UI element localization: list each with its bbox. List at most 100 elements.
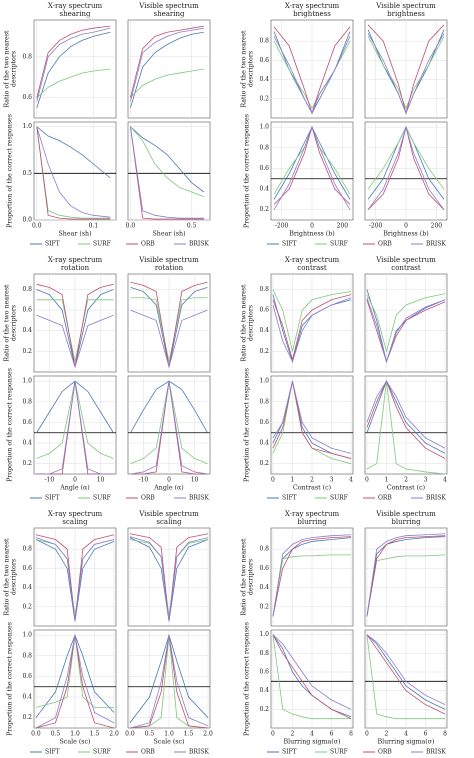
legend-label: BRISK xyxy=(426,241,446,248)
y-tick-label: 1.0 xyxy=(22,123,32,130)
series-line xyxy=(367,125,445,210)
y-axis-label: Ratio of the two nearest xyxy=(241,284,248,362)
series-line xyxy=(272,297,352,363)
y-tick-label: 0.8 xyxy=(22,546,32,553)
y-tick-label: 0.6 xyxy=(259,57,269,64)
y-tick-label: 1.0 xyxy=(22,632,32,639)
x-tick-label: 2 xyxy=(291,731,295,738)
series-line xyxy=(366,297,446,364)
y-tick-label: 0.8 xyxy=(22,286,32,293)
y-tick-label: 0.6 xyxy=(259,419,269,426)
x-axis-label: Shear (sh) xyxy=(58,231,91,238)
legend-label: ORB xyxy=(141,749,155,756)
y-tick-label: 0.6 xyxy=(22,673,32,680)
y-axis-label: Proportion of the correct responses xyxy=(7,368,14,482)
y-axis-label: Ratio of the two nearest xyxy=(4,30,11,108)
series-line xyxy=(366,299,446,363)
x-tick-label: 4 xyxy=(404,731,408,738)
x-axis-label: Shear (sh) xyxy=(152,231,185,238)
y-tick-label: 0.4 xyxy=(259,327,269,334)
legend-label: SIFT xyxy=(45,495,60,502)
y-tick-label: 0.8 xyxy=(259,144,269,151)
x-tick-label: -200 xyxy=(275,223,289,230)
x-tick-label: 8 xyxy=(349,731,353,738)
y-tick-label: 0.4 xyxy=(259,440,269,447)
x-tick-label: 4 xyxy=(310,731,314,738)
x-axis-label: Contrast (c) xyxy=(387,485,425,492)
y-tick-label: 0.6 xyxy=(22,565,32,572)
x-tick-label: 0.5 xyxy=(187,223,197,230)
x-tick-label: 1 xyxy=(385,477,389,484)
x-axis-label: Scale (sc) xyxy=(153,739,184,746)
series-line xyxy=(366,293,446,353)
plot-area xyxy=(33,121,117,221)
series-line xyxy=(130,297,208,362)
y-tick-label: 0.6 xyxy=(22,307,32,314)
series-line xyxy=(366,289,446,364)
panel-title: scaling xyxy=(156,518,182,526)
panel-title: blurring xyxy=(391,518,421,526)
y-axis-label: Proportion of the correct responses xyxy=(7,622,14,736)
panel-title: Visible spectrum xyxy=(138,2,199,10)
x-axis-label: Blurring sigma(σ) xyxy=(377,739,434,746)
x-tick-label: 1.5 xyxy=(90,731,100,738)
x-tick-label: 6 xyxy=(424,731,428,738)
x-axis-label: Blurring sigma(σ) xyxy=(283,739,340,746)
x-axis-label: Brightness (b) xyxy=(289,231,334,238)
legend-label: SIFT xyxy=(282,495,297,502)
legend-label: SIFT xyxy=(282,749,297,756)
y-tick-label: 0.4 xyxy=(259,584,269,591)
x-tick-label: 0.0 xyxy=(125,731,135,738)
series-line xyxy=(36,31,111,108)
legend-label: BRISK xyxy=(426,495,446,502)
series-line xyxy=(36,126,111,219)
panel-title: Visible spectrum xyxy=(138,510,199,518)
panel-title: X-ray spectrum xyxy=(285,2,340,10)
y-axis-label: Proportion of the correct responses xyxy=(244,622,251,736)
y-tick-label: 0.2 xyxy=(259,95,269,102)
y-tick-label: 0.2 xyxy=(22,348,32,355)
y-tick-label: 0.4 xyxy=(22,327,32,334)
x-tick-label: 2 xyxy=(404,477,408,484)
legend-label: BRISK xyxy=(189,495,209,502)
y-tick-label: 0.4 xyxy=(259,76,269,83)
y-tick-label: 0.6 xyxy=(22,94,32,101)
series-line xyxy=(130,68,204,98)
series-line xyxy=(366,634,446,706)
panel-title: X-ray spectrum xyxy=(48,510,103,518)
series-line xyxy=(367,36,445,110)
y-tick-label: 0.4 xyxy=(22,694,32,701)
series-line xyxy=(366,380,446,449)
x-tick-label: 4 xyxy=(443,477,447,484)
panel-title: Visible spectrum xyxy=(375,256,436,264)
series-line xyxy=(36,126,111,218)
y-tick-label: 0.4 xyxy=(259,687,269,694)
panel-title: Visible spectrum xyxy=(375,2,436,10)
x-tick-label: 200 xyxy=(431,223,443,230)
legend-label: SURF xyxy=(330,241,348,248)
x-tick-label: 0.0 xyxy=(32,223,42,230)
series-line xyxy=(367,33,445,115)
series-line xyxy=(130,309,208,369)
x-tick-label: 1.0 xyxy=(164,731,174,738)
y-tick-label: 0.8 xyxy=(259,546,269,553)
panel-title: Visible spectrum xyxy=(138,256,199,264)
legend-label: SURF xyxy=(93,241,111,248)
series-line xyxy=(129,536,209,622)
x-tick-label: 0 xyxy=(271,477,275,484)
series-line xyxy=(272,381,352,459)
y-tick-label: 0.2 xyxy=(259,460,269,467)
x-tick-label: 0 xyxy=(404,223,408,230)
plot-area xyxy=(127,19,211,119)
y-axis-label: descriptors xyxy=(248,51,255,87)
x-tick-label: 0 xyxy=(365,477,369,484)
panel-title: Visible spectrum xyxy=(375,510,436,518)
series-line xyxy=(36,68,111,98)
series-line xyxy=(272,634,352,720)
y-tick-label: 0.6 xyxy=(259,565,269,572)
x-tick-label: 0 xyxy=(167,477,171,484)
plot-area xyxy=(127,121,211,221)
y-tick-label: 0.6 xyxy=(259,165,269,172)
series-line xyxy=(366,380,446,454)
y-tick-label: 0.8 xyxy=(259,650,269,657)
